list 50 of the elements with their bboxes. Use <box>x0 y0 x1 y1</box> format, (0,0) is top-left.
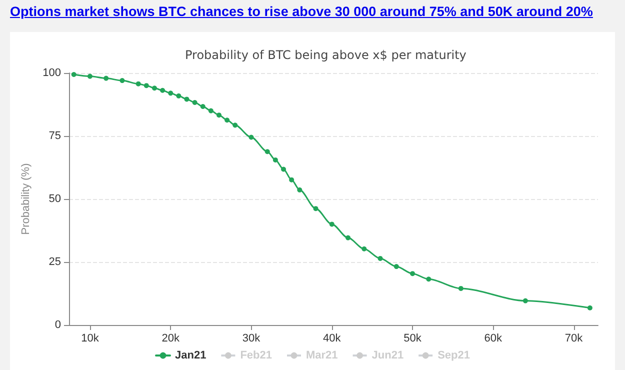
point <box>313 206 318 212</box>
point <box>248 134 254 140</box>
x-tick-label: 70k <box>564 332 584 344</box>
point <box>329 222 334 227</box>
point <box>281 166 286 172</box>
point <box>208 108 214 114</box>
y-axis-title: Probability (%) <box>20 163 32 235</box>
point <box>136 81 141 86</box>
x-tick-label: 20k <box>162 332 180 344</box>
x-tick-label: 10k <box>81 332 100 344</box>
point <box>232 122 238 128</box>
x-tick-label: 40k <box>323 332 342 344</box>
point <box>362 246 367 252</box>
point <box>200 104 206 110</box>
y-tick-label: 0 <box>54 319 61 331</box>
point <box>289 177 294 182</box>
point <box>272 157 278 162</box>
point <box>71 72 76 78</box>
point <box>426 276 432 282</box>
y-tick-label: 25 <box>48 256 61 268</box>
point <box>410 271 416 276</box>
point <box>378 256 383 261</box>
point <box>87 74 92 79</box>
point <box>184 96 190 102</box>
point <box>120 78 125 84</box>
legend-label: Jan21 <box>175 350 206 362</box>
point <box>224 118 230 123</box>
y-tick-label: 50 <box>48 193 61 205</box>
point <box>264 149 270 154</box>
x-tick-label: 60k <box>484 332 503 344</box>
point <box>104 76 109 81</box>
text: Options market shows BTC chances to rise above 30 000 around 75% and 50K around 20% <box>10 4 593 19</box>
x-tick-label: 30k <box>242 332 261 344</box>
point <box>192 100 198 105</box>
point <box>144 83 149 88</box>
point <box>176 93 182 98</box>
point <box>168 90 174 96</box>
chart-title: Probability of BTC being above x$ per maturity <box>185 48 466 62</box>
point <box>394 264 399 270</box>
point <box>160 88 166 93</box>
point <box>587 305 592 310</box>
point <box>297 187 302 192</box>
point <box>458 286 464 291</box>
point <box>152 86 157 91</box>
point <box>346 235 351 240</box>
y-tick-label: 75 <box>48 130 61 142</box>
point <box>216 112 222 118</box>
y-tick-label: 100 <box>42 67 61 79</box>
x-tick-label: 50k <box>404 332 422 344</box>
point <box>522 298 528 304</box>
